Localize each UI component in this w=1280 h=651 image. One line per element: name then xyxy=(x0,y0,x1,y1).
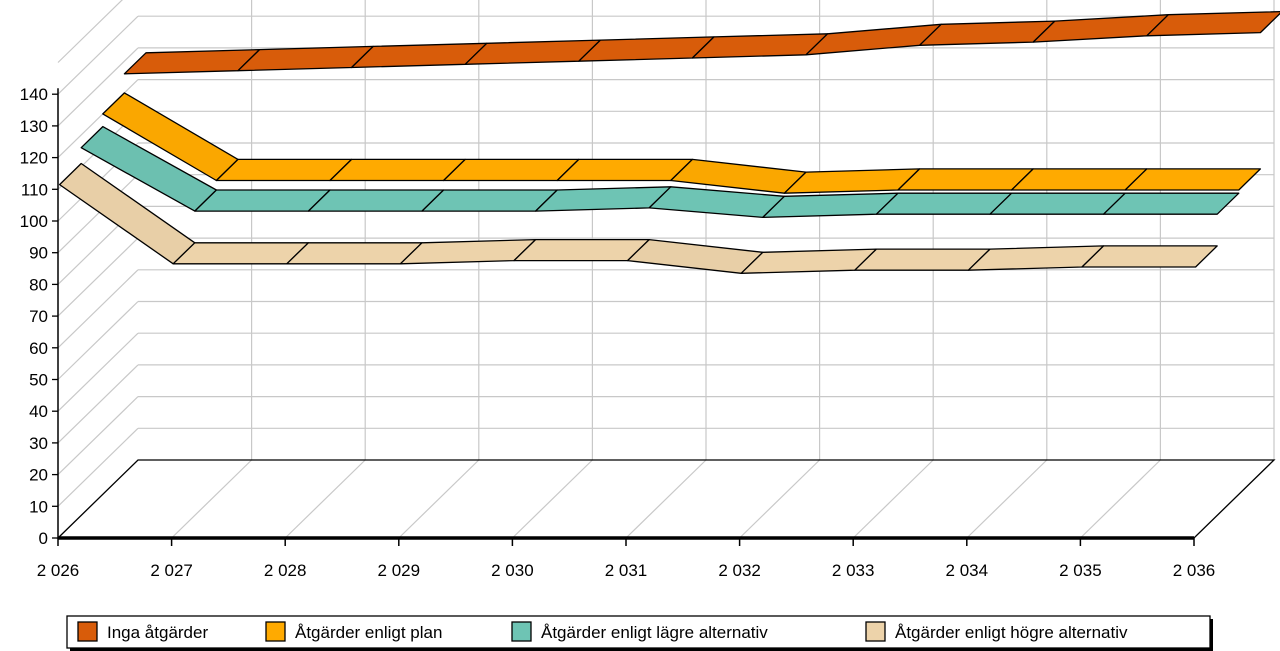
legend-label: Åtgärder enligt lägre alternativ xyxy=(541,623,768,642)
gridline-diagonal xyxy=(57,396,139,476)
gridline-diagonal xyxy=(57,237,139,317)
gridline-diagonal xyxy=(57,332,139,412)
floor-gridline xyxy=(739,459,821,539)
y-tick-label: 10 xyxy=(29,497,48,516)
x-tick-label: 2 031 xyxy=(605,561,648,580)
chart-floor xyxy=(56,459,1276,539)
x-tick-label: 2 034 xyxy=(946,561,989,580)
series-segment xyxy=(897,168,1034,191)
series-segment xyxy=(194,189,331,212)
x-tick-label: 2 027 xyxy=(150,561,193,580)
series-segment xyxy=(215,158,353,182)
series-segment xyxy=(1146,11,1280,37)
series-segment xyxy=(329,158,466,182)
series-segment xyxy=(1102,192,1240,215)
series-segment xyxy=(989,192,1126,215)
floor-gridline xyxy=(398,459,480,539)
back-grid xyxy=(57,0,1275,539)
gridline-diagonal xyxy=(57,427,139,507)
series-2 xyxy=(102,92,1262,194)
legend-swatch xyxy=(77,621,98,642)
x-tick-label: 2 032 xyxy=(718,561,761,580)
gridline-diagonal xyxy=(57,0,123,63)
gridline-diagonal xyxy=(57,174,139,254)
y-tick-label: 80 xyxy=(29,275,48,294)
series-segment xyxy=(1124,168,1262,191)
y-tick-label: 120 xyxy=(20,149,48,168)
y-tick-label: 30 xyxy=(29,434,48,453)
legend-box xyxy=(66,615,1211,649)
y-tick-label: 100 xyxy=(20,212,48,231)
floor-gridline xyxy=(966,459,1048,539)
legend-label: Åtgärder enligt högre alternativ xyxy=(895,623,1128,642)
series-segment xyxy=(875,192,1013,215)
series-segment xyxy=(421,189,558,212)
legend-label: Åtgärder enligt plan xyxy=(295,623,442,642)
floor-gridline xyxy=(1079,459,1161,539)
x-tick-label: 2 030 xyxy=(491,561,534,580)
y-tick-label: 140 xyxy=(20,85,48,104)
series-segment xyxy=(626,238,764,274)
series-segment xyxy=(442,158,580,182)
series-segment xyxy=(805,23,942,56)
x-tick-label: 2 028 xyxy=(264,561,307,580)
y-tick-label: 90 xyxy=(29,244,48,263)
y-tick-label: 20 xyxy=(29,466,48,485)
legend: Inga åtgärder Åtgärder enligt plan Åtgärde… xyxy=(66,615,1213,651)
x-tick-label: 2 029 xyxy=(378,561,421,580)
series-segment xyxy=(556,158,694,182)
series-1 xyxy=(123,11,1280,75)
floor-gridline xyxy=(171,459,253,539)
y-tick-label: 130 xyxy=(20,117,48,136)
legend-swatch xyxy=(265,621,286,642)
x-tick-label: 2 035 xyxy=(1059,561,1102,580)
series-segment xyxy=(513,238,650,262)
series-layer xyxy=(58,11,1280,274)
series-segment xyxy=(854,248,991,271)
y-tick-label: 70 xyxy=(29,307,48,326)
y-tick-label: 50 xyxy=(29,371,48,390)
floor-gridline xyxy=(511,459,593,539)
x-tick-label: 2 033 xyxy=(832,561,875,580)
legend-label: Inga åtgärder xyxy=(107,623,208,642)
floor-gridline xyxy=(625,459,707,539)
series-segment xyxy=(172,242,310,265)
y-tick-label: 110 xyxy=(21,180,48,199)
floor-gridline xyxy=(852,459,934,539)
y-tick-label: 40 xyxy=(29,402,48,421)
gridline-diagonal xyxy=(57,269,139,349)
floor-gridline xyxy=(284,459,366,539)
x-tick-label: 2 026 xyxy=(37,561,80,580)
series-segment xyxy=(307,189,445,212)
series-4 xyxy=(58,162,1218,274)
x-tick-label: 2 036 xyxy=(1173,561,1216,580)
gridline-diagonal xyxy=(57,364,139,444)
y-tick-label: 0 xyxy=(39,529,48,548)
gridline-diagonal xyxy=(57,47,139,127)
series-segment xyxy=(286,242,423,265)
gridline-diagonal xyxy=(57,301,139,380)
series-3 xyxy=(80,125,1240,219)
y-tick-label: 60 xyxy=(29,339,48,358)
series-segment xyxy=(1032,14,1170,43)
series-segment xyxy=(1081,245,1218,268)
axes: 0 10 20 30 40 50 60 70 80 90 100 110 120 130 140 2 026 2… xyxy=(20,85,1216,580)
legend-swatch xyxy=(865,621,886,642)
gridline-diagonal xyxy=(57,15,139,95)
legend-swatch xyxy=(511,621,532,642)
series-segment xyxy=(1010,168,1148,191)
